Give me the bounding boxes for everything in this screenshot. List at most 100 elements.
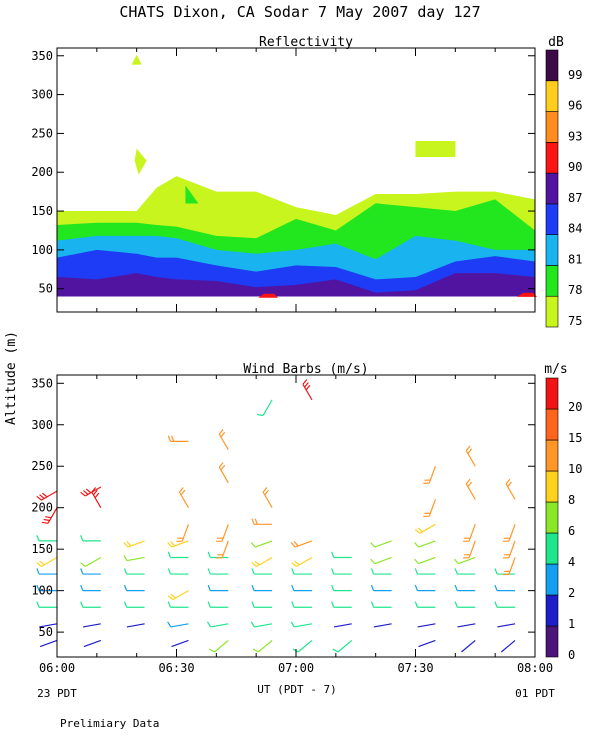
- wind-barb: [167, 601, 189, 608]
- colorbar-label: 93: [568, 129, 582, 143]
- colorbar-swatch: [545, 532, 559, 565]
- wind-barb: [83, 639, 102, 648]
- y-tick-label: 100: [31, 243, 53, 257]
- colorbar-swatch: [545, 408, 559, 441]
- wind-barb: [36, 584, 57, 592]
- colorbar-label: 0: [568, 648, 575, 662]
- wind-barb: [332, 639, 353, 653]
- wind-barb: [167, 551, 189, 559]
- colorbar-swatch: [545, 111, 559, 143]
- y-axis-label: Altitude (m): [4, 331, 19, 425]
- wind-barb: [36, 490, 58, 501]
- x-tick-label: 08:00: [517, 661, 553, 675]
- wind-barb: [290, 621, 313, 628]
- wind-barb: [167, 568, 189, 575]
- wind-barb: [123, 540, 145, 548]
- colorbar-swatch: [545, 470, 559, 503]
- y-tick-label: 150: [31, 204, 53, 218]
- wind-barb: [257, 399, 273, 417]
- y-tick-label: 350: [31, 376, 53, 390]
- wind-barb: [251, 584, 273, 592]
- x-tick-label: 06:30: [158, 661, 194, 675]
- colorbar-label: 4: [568, 555, 575, 569]
- colorbar-label: 99: [568, 68, 582, 82]
- y-tick-label: 250: [31, 126, 53, 140]
- wind-barb: [500, 639, 516, 653]
- colorbar-swatch: [545, 625, 559, 658]
- panel-title: Reflectivity: [259, 35, 353, 50]
- x-tick-label: 06:00: [39, 661, 75, 675]
- y-tick-label: 50: [39, 625, 53, 639]
- reflectivity-patch: [415, 140, 456, 157]
- wind-barb: [39, 639, 58, 648]
- wind-barb: [167, 590, 189, 601]
- colorbar-swatch: [545, 594, 559, 627]
- wind-barb: [502, 524, 516, 542]
- panel-1: 50 100 150 200 250 300 350 Reflectivity 75 78 81 84…: [31, 35, 582, 328]
- wind-barb: [36, 568, 57, 575]
- wind-barb: [291, 601, 312, 608]
- x-sub-label-left: 23 PDT: [37, 687, 77, 700]
- wind-barb: [216, 540, 229, 559]
- wind-barb: [123, 568, 145, 575]
- wind-barb: [414, 556, 436, 565]
- wind-barb: [167, 621, 189, 628]
- wind-barb: [36, 601, 57, 608]
- reflectivity-patch: [134, 148, 147, 175]
- wind-barb: [82, 623, 101, 628]
- wind-barb: [414, 584, 436, 592]
- colorbar-label: 96: [568, 99, 582, 113]
- colorbar-label: 81: [568, 252, 582, 266]
- wind-barb: [414, 540, 436, 548]
- wind-barb: [494, 601, 516, 608]
- wind-barb: [126, 623, 145, 628]
- colorbar-swatch: [545, 265, 559, 297]
- wind-barb: [370, 540, 392, 548]
- colorbar-swatch: [545, 234, 559, 266]
- wind-barb: [207, 568, 229, 575]
- y-tick-label: 350: [31, 49, 53, 63]
- wind-barb: [178, 487, 189, 509]
- wind-barb: [414, 568, 436, 575]
- colorbar-label: 90: [568, 160, 582, 174]
- reflectivity-patch: [258, 293, 279, 298]
- colorbar-label: 78: [568, 283, 582, 297]
- wind-barb: [290, 540, 313, 548]
- wind-barb: [80, 584, 101, 592]
- colorbar-swatch: [545, 295, 559, 328]
- wind-barb: [176, 524, 190, 542]
- wind-barb: [463, 540, 476, 559]
- wind-barb: [423, 466, 436, 484]
- wind-barb: [453, 556, 476, 565]
- colorbar-label: 15: [568, 431, 582, 445]
- y-tick-label: 50: [39, 282, 53, 296]
- wind-barb: [262, 487, 273, 509]
- colorbar-swatch: [545, 563, 559, 596]
- wind-barb: [463, 524, 476, 542]
- wind-barb: [80, 568, 101, 575]
- colorbar-label: 6: [568, 524, 575, 538]
- wind-barb: [502, 540, 516, 559]
- colorbar-swatch: [545, 172, 559, 205]
- figure-title: CHATS Dixon, CA Sodar 7 May 2007 day 127: [119, 3, 480, 21]
- wind-barb: [457, 623, 476, 628]
- x-sub-label-right: 01 PDT: [515, 687, 555, 700]
- reflectivity-patch: [517, 292, 538, 297]
- wind-barb: [291, 584, 312, 592]
- y-tick-label: 200: [31, 165, 53, 179]
- wind-barb: [331, 601, 352, 608]
- wind-barb: [208, 639, 229, 653]
- wind-barb: [91, 487, 102, 509]
- wind-barb: [302, 379, 313, 401]
- wind-barb: [370, 556, 392, 565]
- colorbar-label: 8: [568, 493, 575, 507]
- wind-barb: [207, 584, 229, 592]
- wind-barb: [502, 557, 516, 576]
- x-axis-label: UT (PDT - 7): [257, 683, 336, 696]
- wind-barb: [218, 462, 229, 484]
- footer-note: Prelimiary Data: [60, 717, 159, 730]
- wind-barb: [331, 568, 352, 575]
- wind-barb: [252, 639, 273, 653]
- wind-barb: [497, 623, 516, 628]
